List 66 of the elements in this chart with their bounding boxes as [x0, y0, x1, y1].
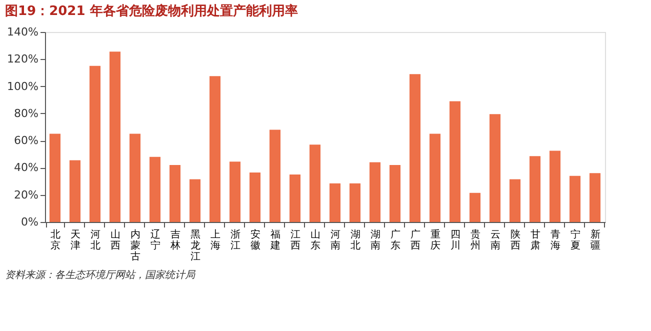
bar	[270, 130, 280, 222]
x-tick-label: 安徽	[250, 228, 260, 252]
bar	[310, 144, 320, 222]
x-tick-label: 湖南	[370, 228, 380, 252]
bar	[330, 183, 340, 222]
x-tick-label: 山东	[310, 228, 320, 252]
bar	[170, 165, 180, 222]
text: 资料来源：各生态环境厅网站，国家统计局	[5, 269, 196, 281]
x-tick-label: 山西	[110, 228, 120, 252]
y-tick-label: 60%	[14, 134, 38, 148]
bar	[230, 162, 240, 222]
bar	[350, 183, 360, 222]
bar	[90, 66, 100, 222]
x-tick-label: 新疆	[590, 228, 600, 252]
x-tick-label: 贵州	[470, 228, 480, 252]
x-tick-label: 云南	[490, 230, 500, 252]
y-tick-label: 0%	[21, 216, 38, 228]
bar	[390, 165, 400, 222]
x-tick-label: 宁夏	[570, 228, 580, 252]
x-tick-label: 北京	[50, 228, 60, 252]
x-tick-label: 青海	[550, 228, 560, 252]
y-tick-label: 100%	[7, 80, 38, 93]
y-tick-label: 40%	[14, 161, 38, 174]
x-tick-label: 甘肃	[530, 228, 540, 252]
x-tick-label: 广西	[410, 228, 420, 252]
x-tick-label: 吉林	[170, 228, 180, 252]
bar	[150, 156, 160, 222]
bar	[410, 74, 420, 222]
x-tick-label: 福建	[270, 228, 280, 252]
bar	[110, 52, 120, 222]
bar	[70, 160, 80, 222]
x-tick-label: 河南	[330, 228, 340, 252]
x-tick-label: 湖北	[350, 228, 360, 252]
bar	[210, 76, 220, 222]
x-tick-label: 广东	[390, 228, 400, 252]
bar	[430, 134, 440, 222]
bar	[190, 179, 200, 222]
bar	[550, 150, 560, 222]
y-tick-label: 80%	[14, 106, 38, 120]
bar	[530, 156, 540, 222]
bar	[50, 134, 60, 222]
bar	[370, 162, 380, 222]
bar	[250, 172, 260, 222]
x-tick-label: 江西	[290, 228, 300, 252]
y-tick-label: 20%	[14, 188, 38, 202]
x-tick-label: 重庆	[430, 228, 440, 252]
bar	[510, 179, 520, 222]
x-tick-label: 河北	[90, 228, 100, 252]
x-tick-label: 辽宁	[150, 228, 160, 252]
bar	[470, 192, 480, 222]
x-tick-label: 四川	[450, 230, 460, 252]
bar	[290, 174, 300, 222]
chart-title: 图19：2021 年各省危险废物利用处置产能利用率	[5, 3, 298, 19]
bar	[590, 173, 600, 222]
bar	[130, 134, 140, 222]
y-tick-label: 120%	[7, 52, 38, 66]
x-tick-label: 黑龙江	[190, 230, 200, 262]
x-tick-label: 浙江	[230, 228, 240, 252]
x-tick-label: 天津	[70, 230, 80, 252]
y-tick-label: 140%	[7, 26, 38, 38]
bar	[570, 176, 580, 222]
bar	[450, 101, 460, 222]
x-tick-label: 内蒙古	[130, 228, 140, 262]
x-tick-label: 陕西	[510, 228, 520, 252]
bar	[490, 114, 500, 222]
x-tick-label: 上海	[210, 228, 220, 252]
